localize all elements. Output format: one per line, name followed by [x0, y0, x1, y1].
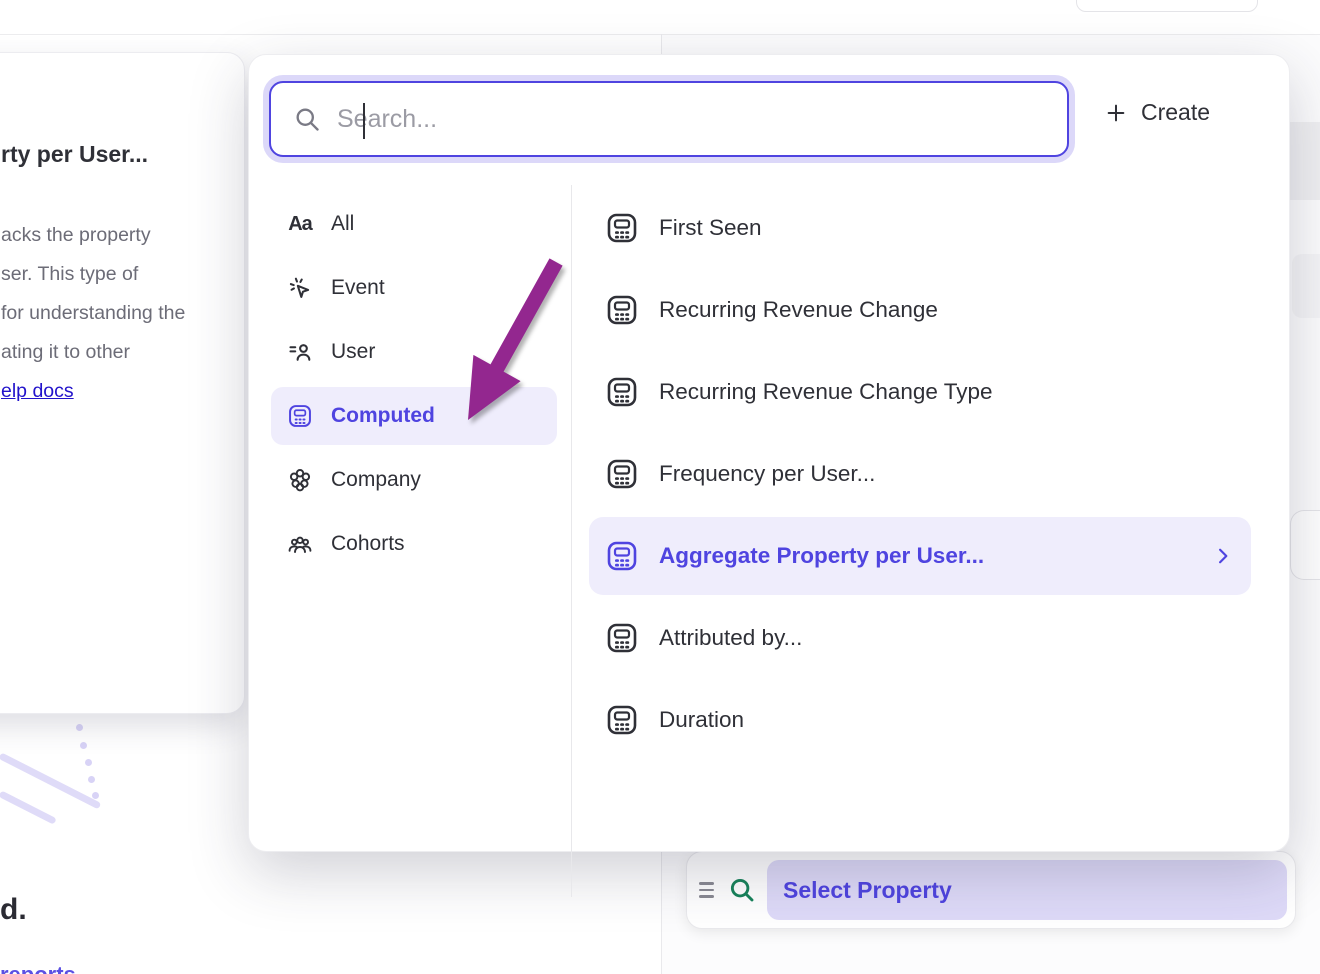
- select-property-button[interactable]: Select Property: [767, 860, 1287, 920]
- clipped-purple-link-fragment: reports: [0, 962, 90, 974]
- background-card-outline-fragment: [1290, 510, 1320, 580]
- doodle-dot: [76, 724, 83, 731]
- category-list: Aa All Event User Computed Company Cohor…: [271, 195, 557, 579]
- calculator-icon: [605, 211, 639, 245]
- calculator-icon: [605, 457, 639, 491]
- create-button-label: Create: [1141, 99, 1211, 125]
- tooltip-title: rty per User...: [1, 141, 149, 167]
- property-label: Duration: [659, 707, 745, 732]
- calculator-icon: [605, 293, 639, 327]
- category-all[interactable]: Aa All: [271, 195, 557, 253]
- property-item[interactable]: Attributed by...: [589, 599, 1251, 677]
- cutoff-top-button[interactable]: [1076, 0, 1258, 12]
- property-label: Recurring Revenue Change: [659, 297, 938, 322]
- doodle-dot: [80, 742, 87, 749]
- property-item[interactable]: Duration: [589, 681, 1251, 759]
- doodle-diagonal-line-short: [0, 790, 57, 825]
- column-divider: [571, 185, 572, 897]
- property-item[interactable]: Recurring Revenue Change: [589, 271, 1251, 349]
- background-divider-horizontal: [0, 34, 1320, 35]
- create-button[interactable]: Create: [1105, 99, 1210, 126]
- calculator-icon: [605, 703, 639, 737]
- category-label: Cohorts: [331, 532, 405, 555]
- help-docs-link[interactable]: elp docs: [1, 380, 74, 402]
- category-label: Computed: [331, 404, 435, 427]
- property-label: Frequency per User...: [659, 461, 876, 486]
- property-item[interactable]: Recurring Revenue Change Type: [589, 353, 1251, 431]
- search-icon: [296, 108, 319, 131]
- doodle-dot: [85, 759, 92, 766]
- property-picker-modal: Create Aa All Event User Computed Compan…: [248, 54, 1290, 897]
- property-tooltip-card: rty per User... acks the property ser. Th…: [0, 52, 245, 714]
- doodle-dot: [88, 776, 95, 783]
- property-item[interactable]: Frequency per User...: [589, 435, 1251, 513]
- event-icon: [287, 275, 313, 301]
- calculator-icon: [287, 403, 313, 429]
- category-company[interactable]: Company: [271, 451, 557, 509]
- search-input[interactable]: [337, 104, 1067, 134]
- clipped-heading-fragment: d.: [0, 893, 27, 926]
- category-label: All: [331, 212, 355, 235]
- property-item[interactable]: First Seen: [589, 189, 1251, 267]
- category-cohorts[interactable]: Cohorts: [271, 515, 557, 573]
- doodle-dot: [92, 792, 99, 799]
- cohorts-icon: [287, 531, 313, 557]
- chevron-right-icon: [1213, 546, 1233, 566]
- search-icon: [730, 878, 754, 902]
- property-label: Attributed by...: [659, 625, 803, 650]
- background-card-fragment: [1292, 254, 1320, 318]
- company-icon: [287, 467, 313, 493]
- property-list: First Seen Recurring Revenue Change Recu…: [589, 189, 1251, 763]
- category-event[interactable]: Event: [271, 259, 557, 317]
- text-caret: [363, 103, 365, 139]
- plus-icon: [1107, 104, 1125, 121]
- tooltip-description: acks the property ser. This type of for un…: [1, 224, 186, 363]
- calculator-icon: [605, 539, 639, 573]
- category-label: Company: [331, 468, 421, 491]
- aa-icon: Aa: [288, 212, 313, 235]
- category-label: Event: [331, 276, 385, 299]
- user-icon: [287, 339, 313, 365]
- property-label: First Seen: [659, 215, 762, 240]
- property-label: Recurring Revenue Change Type: [659, 379, 993, 404]
- calculator-icon: [605, 621, 639, 655]
- search-box: [269, 81, 1069, 157]
- background-row-fragment: [1290, 122, 1320, 200]
- category-computed[interactable]: Computed: [271, 387, 557, 445]
- select-property-label: Select Property: [783, 876, 952, 903]
- calculator-icon: [605, 375, 639, 409]
- property-label: Aggregate Property per User...: [659, 543, 985, 568]
- drag-handle-icon[interactable]: [699, 880, 719, 900]
- category-user[interactable]: User: [271, 323, 557, 381]
- category-label: User: [331, 340, 376, 363]
- property-item[interactable]: Aggregate Property per User...: [589, 517, 1251, 595]
- select-property-row: Select Property: [686, 851, 1296, 929]
